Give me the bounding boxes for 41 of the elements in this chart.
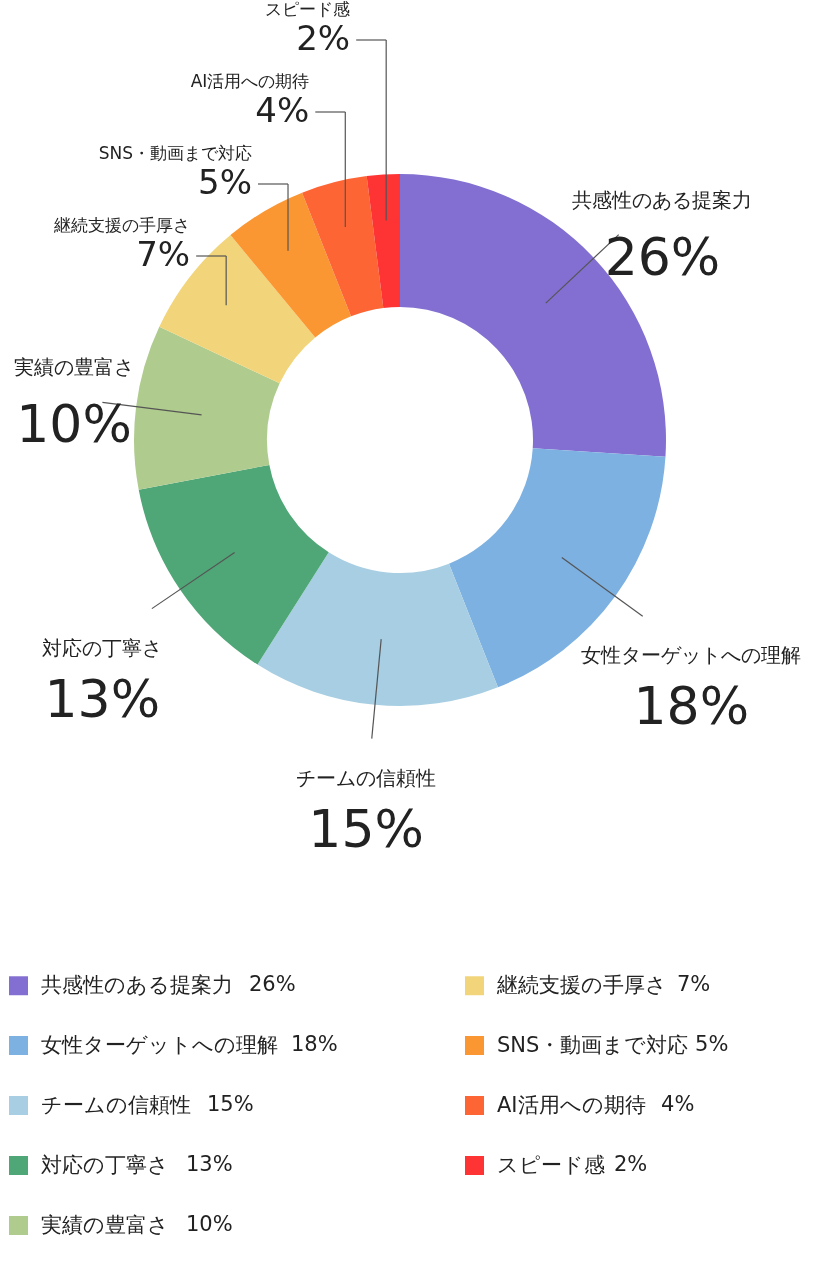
data-label: 4%	[255, 90, 310, 130]
data-label: 5%	[198, 162, 253, 202]
slice-label: 対応の丁寧さ	[42, 635, 163, 660]
data-label: 15%	[308, 798, 424, 859]
text: 15%	[207, 1092, 254, 1116]
text: 4%	[661, 1092, 695, 1116]
legend-label: 対応の丁寧さ	[41, 1152, 169, 1177]
slice-label: 継続支援の手厚さ	[53, 215, 191, 235]
slice-label: 実績の豊富さ	[14, 355, 134, 380]
legend-label: SNS・動画まで対応	[497, 1032, 689, 1057]
legend-label: AI活用への期待	[497, 1092, 646, 1117]
text: 18%	[291, 1032, 338, 1056]
text: 10%	[186, 1212, 233, 1236]
legend-label: 共感性のある提案力	[41, 972, 233, 997]
legend-label: 女性ターゲットへの理解	[41, 1032, 278, 1057]
legend-label: チームの信頼性	[41, 1092, 191, 1117]
donut-slice	[134, 326, 280, 490]
slice-label: スピード感	[265, 0, 351, 19]
data-label: 13%	[44, 668, 161, 729]
text: 26%	[249, 972, 296, 996]
legend-label: 継続支援の手厚さ	[496, 972, 667, 997]
data-label: 7%	[136, 234, 191, 274]
slice-label: チームの信頼性	[296, 765, 437, 790]
data-label: 26%	[604, 226, 721, 287]
slice-label: 共感性のある提案力	[572, 187, 753, 212]
text: 7%	[677, 972, 711, 996]
text: 2%	[614, 1152, 648, 1176]
data-label: 10%	[16, 394, 132, 455]
data-label: 18%	[633, 676, 750, 737]
donut-slice	[257, 552, 498, 706]
slice-label: 女性ターゲットへの理解	[581, 643, 802, 668]
donut-slice	[366, 174, 400, 309]
slice-label: AI活用への期待	[190, 71, 310, 91]
data-label: 2%	[296, 18, 351, 58]
donut-slice	[230, 192, 352, 338]
legend-label: 実績の豊富さ	[41, 1212, 169, 1237]
slice-label: SNS・動画まで対応	[98, 143, 253, 163]
legend-label: スピード感	[497, 1152, 605, 1177]
text: 5%	[695, 1032, 729, 1056]
text: 13%	[186, 1152, 233, 1176]
donut-slice	[302, 176, 384, 317]
